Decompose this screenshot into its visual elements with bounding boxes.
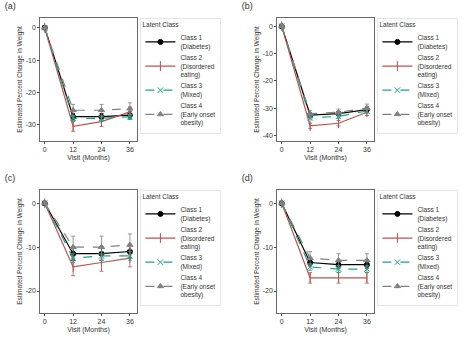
svg-text:Estimated Percent Change in We: Estimated Percent Change in Weight	[253, 26, 261, 133]
svg-text:0: 0	[269, 23, 273, 30]
svg-text:Class 2(Disorderedeating): Class 2(Disorderedeating)	[417, 226, 451, 251]
svg-text:36: 36	[363, 318, 371, 325]
svg-text:Class 2(Disorderedeating): Class 2(Disorderedeating)	[180, 54, 214, 79]
svg-text:Class 4(Early onsetobesity): Class 4(Early onsetobesity)	[417, 274, 452, 299]
svg-text:Class 4(Early onsetobesity): Class 4(Early onsetobesity)	[180, 274, 215, 299]
svg-text:12: 12	[306, 146, 314, 153]
svg-text:-10: -10	[263, 244, 273, 251]
svg-text:-20: -20	[26, 287, 36, 294]
svg-text:-20: -20	[263, 77, 273, 84]
svg-text:Class 2(Disorderedeating): Class 2(Disorderedeating)	[417, 54, 451, 79]
svg-text:0: 0	[43, 146, 47, 153]
svg-text:0: 0	[43, 318, 47, 325]
svg-text:Latent Class: Latent Class	[379, 21, 416, 28]
svg-text:Visit (Months): Visit (Months)	[67, 326, 110, 334]
svg-text:Class 4(Early onsetobesity): Class 4(Early onsetobesity)	[417, 102, 452, 127]
svg-text:24: 24	[335, 318, 343, 325]
svg-text:0: 0	[32, 24, 36, 31]
svg-text:36: 36	[126, 146, 134, 153]
svg-text:24: 24	[98, 146, 106, 153]
svg-text:Latent Class: Latent Class	[379, 193, 416, 200]
svg-text:-30: -30	[26, 121, 36, 128]
svg-text:-40: -40	[263, 132, 273, 139]
svg-text:-10: -10	[263, 50, 273, 57]
svg-text:(c): (c)	[5, 173, 16, 183]
svg-text:Class 3(Mixed): Class 3(Mixed)	[180, 82, 202, 98]
svg-text:Estimated Percent Change in We: Estimated Percent Change in Weight	[16, 198, 24, 305]
svg-text:Class 4(Early onsetobesity): Class 4(Early onsetobesity)	[180, 102, 215, 127]
svg-text:36: 36	[126, 318, 134, 325]
svg-text:12: 12	[69, 318, 77, 325]
svg-text:Class 1(Diabetes): Class 1(Diabetes)	[180, 206, 210, 222]
svg-text:36: 36	[363, 146, 371, 153]
svg-text:24: 24	[335, 146, 343, 153]
svg-text:-20: -20	[26, 89, 36, 96]
svg-text:Visit (Months): Visit (Months)	[304, 154, 347, 162]
svg-text:(a): (a)	[5, 1, 16, 11]
svg-text:Estimated Percent Change in We: Estimated Percent Change in Weight	[16, 26, 24, 133]
svg-text:-10: -10	[26, 244, 36, 251]
svg-text:-20: -20	[263, 287, 273, 294]
svg-text:Class 1(Diabetes): Class 1(Diabetes)	[180, 34, 210, 50]
svg-text:-10: -10	[26, 57, 36, 64]
svg-text:12: 12	[306, 318, 314, 325]
svg-text:Latent Class: Latent Class	[142, 21, 179, 28]
svg-text:(b): (b)	[242, 1, 253, 11]
svg-text:-30: -30	[263, 105, 273, 112]
svg-text:Class 1(Diabetes): Class 1(Diabetes)	[417, 34, 447, 50]
svg-text:0: 0	[269, 200, 273, 207]
svg-text:Class 3(Mixed): Class 3(Mixed)	[180, 254, 202, 270]
svg-text:Class 2(Disorderedeating): Class 2(Disorderedeating)	[180, 226, 214, 251]
svg-text:Visit (Months): Visit (Months)	[304, 326, 347, 334]
svg-text:12: 12	[69, 146, 77, 153]
svg-text:Class 1(Diabetes): Class 1(Diabetes)	[417, 206, 447, 222]
svg-text:Class 3(Mixed): Class 3(Mixed)	[417, 82, 439, 98]
svg-text:Estimated Percent Change in We: Estimated Percent Change in Weight	[253, 198, 261, 305]
svg-text:0: 0	[280, 318, 284, 325]
svg-text:0: 0	[32, 200, 36, 207]
svg-text:Visit (Months): Visit (Months)	[67, 154, 110, 162]
svg-text:Latent Class: Latent Class	[142, 193, 179, 200]
svg-text:24: 24	[98, 318, 106, 325]
svg-text:(d): (d)	[242, 173, 253, 183]
svg-text:Class 3(Mixed): Class 3(Mixed)	[417, 254, 439, 270]
svg-text:0: 0	[280, 146, 284, 153]
